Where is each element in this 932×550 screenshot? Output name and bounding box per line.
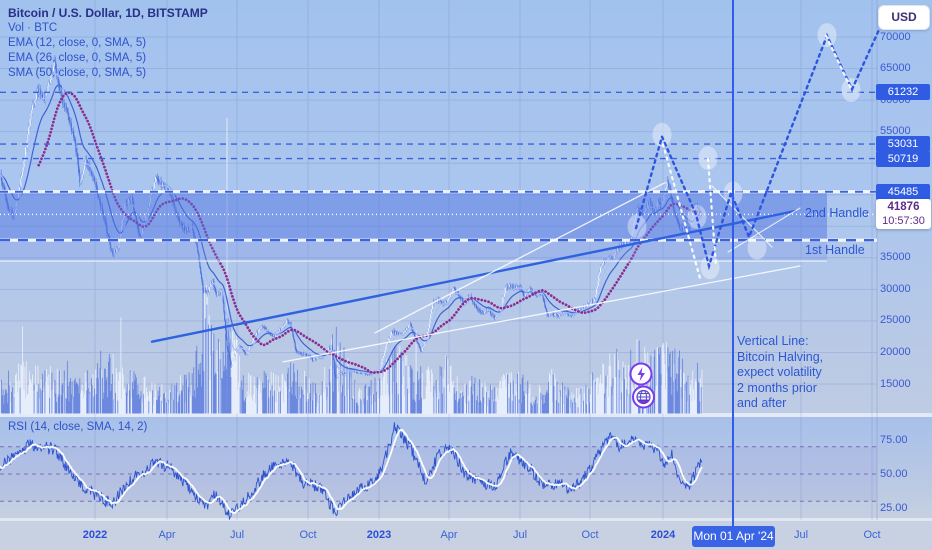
rsi-tick-75.00: 75.00 [880, 433, 908, 446]
time-axis-strip[interactable] [0, 521, 932, 550]
trendline-wedge-upper[interactable] [374, 182, 666, 334]
last-price-value: 41876 [887, 200, 920, 213]
legend-ema26[interactable]: EMA (26, close, 0, SMA, 5) [8, 52, 147, 64]
ema12-line [0, 73, 703, 375]
time-tick-2023: 2023 [366, 529, 392, 541]
rsi-panel [0, 422, 877, 520]
rsi-legend[interactable]: RSI (14, close, SMA, 14, 2) [8, 421, 148, 433]
halving-date-badge: Mon 01 Apr '24 [692, 526, 775, 547]
legend-ema12[interactable]: EMA (12, close, 0, SMA, 5) [8, 37, 147, 49]
price-tick-55000: 55000 [880, 125, 911, 138]
time-tick-2024: 2024 [650, 529, 676, 541]
symbol-title[interactable]: Bitcoin / U.S. Dollar, 1D, BITSTAMP [8, 6, 208, 20]
time-tick-Oct: Oct [581, 529, 599, 541]
price-tick-70000: 70000 [880, 30, 911, 43]
time-tick-Oct: Oct [299, 529, 317, 541]
projection-path-white-1[interactable] [706, 157, 718, 268]
time-tick-Apr: Apr [440, 529, 458, 541]
time-tick-Jul: Jul [229, 529, 245, 541]
alert-badge-45485: 45485 [876, 183, 930, 200]
time-tick-Apr: Apr [158, 529, 176, 541]
first-handle-label[interactable]: 1st Handle [805, 243, 865, 257]
lightning-glyph [637, 367, 645, 382]
volume-histogram [0, 285, 703, 414]
price-tick-15000: 15000 [880, 377, 911, 390]
rsi-tick-25.00: 25.00 [880, 501, 908, 514]
alert-badge-50719: 50719 [876, 150, 930, 167]
panel-divider[interactable] [0, 413, 932, 417]
price-tick-65000: 65000 [880, 62, 911, 75]
time-tick-Jul: Jul [512, 529, 528, 541]
price-tick-30000: 30000 [880, 282, 911, 295]
alert-badge-61232: 61232 [876, 84, 930, 101]
second-handle-label[interactable]: 2nd Handle [805, 206, 869, 220]
price-tick-35000: 35000 [880, 251, 911, 264]
halving-annotation[interactable]: Vertical Line: Bitcoin Halving, expect v… [737, 334, 824, 410]
alert-badge-53031: 53031 [876, 136, 930, 153]
time-tick-Jul: Jul [793, 529, 809, 541]
gridlines [0, 0, 877, 520]
rsi-sma-line [0, 428, 703, 515]
price-tick-20000: 20000 [880, 345, 911, 358]
panel-divider-2[interactable] [0, 518, 932, 521]
currency-toggle-button[interactable]: USD [878, 5, 930, 30]
projection-path-white-2[interactable] [824, 34, 853, 90]
projection-path-white-0[interactable] [661, 143, 703, 283]
trendline-cross-a[interactable] [711, 185, 773, 248]
time-axis[interactable]: 2022 Apr Jul Oct 2023 Apr Jul Oct 2024 Jul Oct [0, 520, 881, 550]
legend-sma50[interactable]: SMA (50, close, 0, SMA, 5) [8, 67, 147, 79]
trendline-channel-lower[interactable] [282, 265, 801, 363]
rsi-line [0, 422, 703, 520]
projection-path-blue[interactable] [634, 26, 882, 271]
time-tick-Oct: Oct [863, 529, 881, 541]
alert-level-lines [0, 91, 877, 242]
rsi-tick-50.00: 50.00 [880, 467, 908, 480]
price-tick-25000: 25000 [880, 314, 911, 327]
bar-countdown: 10:57:30 [882, 214, 925, 227]
legend-volume[interactable]: Vol · BTC [8, 22, 58, 34]
symbol-legend: Bitcoin / U.S. Dollar, 1D, BITSTAMP Vol … [8, 6, 208, 81]
time-tick-2022: 2022 [82, 529, 108, 541]
quick-action-icons[interactable] [629, 362, 655, 409]
trendline-main-uptrend[interactable] [150, 209, 797, 343]
last-price-badge: 41876 10:57:30 [876, 198, 931, 229]
trendline-cross-b[interactable] [727, 207, 801, 253]
